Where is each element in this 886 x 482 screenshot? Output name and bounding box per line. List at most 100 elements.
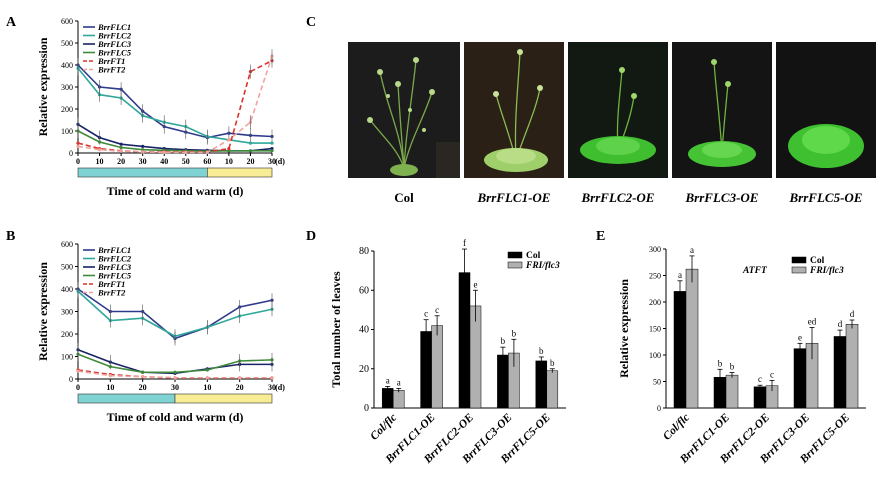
legend-label-brrflc5: BrrFLC5 [97,271,132,281]
data-point-brrft2 [205,150,209,154]
y-tick-label: 250 [649,272,661,281]
bar-col [833,336,847,409]
data-point-brrft2 [238,376,242,380]
legend-label-brrflc2: BrrFLC2 [97,254,132,264]
data-point-brrft2 [141,375,145,379]
cold-period-bar [77,167,208,178]
x-tick-label: 0 [76,383,80,392]
series-line-brrflc2 [77,67,272,144]
y-tick-label: 50 [653,378,661,387]
data-point-brrft2 [227,138,231,142]
legend-swatch-fri-flc3 [507,261,523,269]
y-axis-title: Total number of leaves [329,271,343,388]
bar-col [753,386,767,409]
y-tick-label: 100 [61,127,73,136]
legend-swatch-fri-flc3 [791,266,807,274]
panel-letter-d: D [306,229,316,244]
x-tick-label: 20 [246,157,254,166]
bar-col [497,354,509,409]
panel-letter-c: C [306,15,316,30]
legend-label-brrflc5: BrrFLC5 [97,48,132,58]
data-point-brrft2 [76,369,80,373]
x-tick-label: 40 [160,157,168,166]
legend-label-brrft2: BrrFT2 [97,65,126,75]
significance-letter: b [539,346,544,356]
data-point-brrflc5 [108,365,112,369]
x-tick-label: 30 [139,157,147,166]
significance-letter: d [850,309,855,319]
photo-brrflc1-oe [464,42,564,178]
significance-letter: e [474,279,478,289]
data-point-brrflc3 [141,144,145,148]
data-point-brrft2 [76,144,80,148]
bar-fri-flc3 [685,268,699,409]
photo-label-brrflc1-oe: BrrFLC1-OE [477,190,551,205]
bar-col [673,291,687,409]
x-tick-label: 10 [203,383,211,392]
bar-col [793,348,807,409]
data-point-brrft2 [173,376,177,380]
x-axis-title: Time of cold and warm (d) [107,410,244,424]
photo-label-col: Col [394,190,414,205]
significance-letter: ed [808,316,817,326]
x-tick-label: 20 [117,157,125,166]
significance-letter: c [758,374,762,384]
data-point-brrft2 [205,376,209,380]
bar-fri-flc3 [431,325,443,409]
y-tick-label: 300 [61,83,73,92]
legend-label-brrflc2: BrrFLC2 [97,31,132,41]
legend-label-brrflc3: BrrFLC3 [97,262,132,272]
y-tick-label: 500 [61,263,73,272]
data-point-brrft2 [97,148,102,152]
y-axis-title: Relative expression [36,37,50,136]
category-label: Col/flc [368,412,399,443]
y-tick-label: 600 [61,17,73,26]
significance-letter: b [550,358,555,368]
significance-letter: b [718,358,723,368]
data-point-brrft1 [227,147,231,151]
data-point-brrflc5 [173,370,177,374]
legend-label-brrft2: BrrFT2 [97,288,126,298]
bar-fri-flc3 [546,370,559,409]
data-point-brrft2 [108,374,112,378]
significance-letter: c [770,369,774,379]
data-point-brrflc5 [119,145,123,150]
chart-annotation: ATFT [742,266,768,276]
legend-label-col: Col [526,251,541,261]
significance-letter: b [501,336,506,346]
x-tick-label: 30 [171,383,179,392]
y-tick-label: 150 [649,325,661,334]
x-tick-label: 30 [268,157,276,166]
y-tick-label: 0 [69,149,73,158]
data-point-brrflc5 [270,149,274,153]
significance-letter: a [386,375,390,385]
data-point-brrflc2 [270,141,274,145]
legend-label-brrft1: BrrFT1 [97,56,125,66]
x-tick-label: 50 [182,157,190,166]
y-tick-label: 400 [61,285,73,294]
y-axis-title: Relative expression [36,262,50,361]
data-point-brrft2 [270,376,274,380]
category-label: Col/flc [661,412,692,443]
x-unit-label: (d) [275,383,285,392]
photo-brrflc2-oe [568,42,668,178]
y-tick-label: 200 [61,105,73,114]
significance-letter: f [463,238,466,248]
data-point-brrflc5 [205,368,209,372]
legend-swatch-col [507,251,523,259]
photo-col [348,42,460,178]
legend-label-brrflc1: BrrFLC1 [97,22,131,32]
panel-letter-a: A [6,15,17,30]
significance-letter: c [424,309,428,319]
significance-letter: a [397,377,401,387]
data-point-brrflc5 [248,149,253,153]
y-tick-label: 100 [61,353,73,362]
legend-label-fri-flc3: FRI/flc3 [809,266,844,276]
panel-letter-e: E [596,229,605,244]
data-point-brrflc5 [141,370,145,374]
data-point-brrflc3 [119,142,123,146]
legend-swatch-col [791,256,807,264]
panel-e-bar-chart: 0 50 100 150 200 250 300 Relative expression a a C… [617,245,866,466]
